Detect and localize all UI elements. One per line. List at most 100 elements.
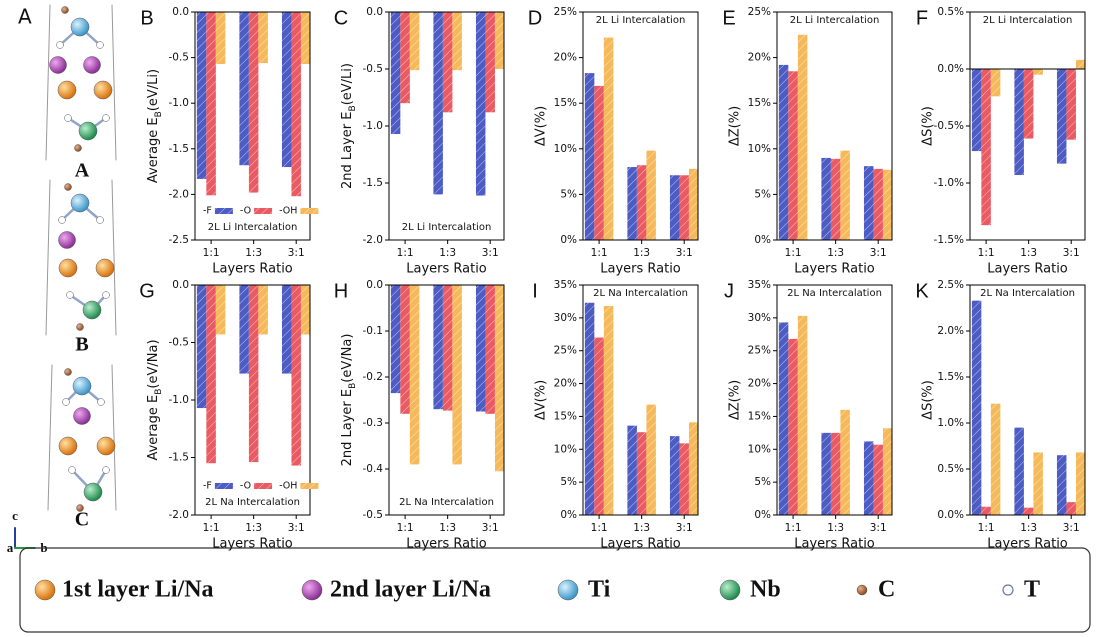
x-tick-label: 1:1 (203, 522, 220, 534)
bar (830, 432, 841, 515)
bar-chart: C 0.0 -0.5 -1.0 -1.5 -2.0 2nd Layer EB(eV/Li) 1… (334, 6, 505, 277)
y-tick-label: 20% (748, 52, 771, 64)
bar-chart: K 0.0% 0.5% 1.0% 1.5% 2.0% 2.5% ΔS(%) 1:1 1:3 3:1 L… (915, 279, 1086, 552)
legend-label: -O (240, 481, 251, 492)
bar (258, 12, 268, 64)
bar (778, 322, 789, 515)
annotation: 2L Li Intercalation (790, 15, 880, 26)
x-tick-label: 1:1 (397, 247, 414, 259)
y-tick-label: -2.0 (363, 234, 384, 246)
bar (797, 315, 808, 515)
x-tick-label: 1:3 (245, 247, 262, 259)
x-tick-label: 1:3 (439, 247, 456, 259)
y-tick-label: 0.5% (937, 463, 964, 475)
bar (442, 12, 453, 113)
y-tick-label: 30% (554, 312, 577, 324)
x-tick-label: 3:1 (1063, 522, 1080, 534)
y-tick-label: -1.0 (363, 120, 384, 132)
legend-swatch (254, 483, 273, 489)
axes-frame (582, 284, 699, 516)
y-tick-label: 0.0 (366, 6, 383, 18)
y-tick-label: -2.5 (169, 234, 190, 246)
y-tick-label: 2.5% (937, 279, 964, 291)
y-axis-label-part: (eV/Li) (146, 69, 161, 111)
annotation: 2L Na Intercalation (593, 288, 688, 299)
bar (594, 337, 604, 515)
bar (215, 285, 226, 335)
y-axis-label-part: (eV/Na) (340, 334, 355, 383)
y-axis-label: 2nd Layer EB(eV/Li) (340, 63, 358, 189)
bar (494, 285, 505, 472)
y-tick-label: 5% (754, 188, 771, 200)
bar (1033, 452, 1043, 515)
bar (679, 175, 689, 240)
bar (485, 285, 495, 414)
y-axis-label-part: B (348, 383, 358, 389)
bar (1066, 69, 1076, 140)
y-tick-label: 20% (554, 52, 577, 64)
y-tick-label: 30% (748, 312, 771, 324)
axes-frame (194, 11, 311, 241)
legend-text: 1st layer Li/Na (62, 577, 214, 603)
structure-label: B (75, 334, 88, 356)
bar (669, 175, 680, 240)
bar (863, 166, 874, 240)
bar (1014, 69, 1024, 176)
bar (778, 64, 789, 240)
panel-label: K (915, 280, 929, 302)
bar-chart: G 0.0 -0.5 -1.0 -1.5 -2.0 Average EB(eV/Na) 1:1… (139, 279, 319, 552)
bar-chart: H 0.0 -0.1 -0.2 -0.3 -0.4 -0.5 2nd Layer EB(eV/… (334, 279, 505, 552)
x-axis-label: Layers Ratio (600, 262, 681, 277)
legend-swatch (300, 208, 319, 214)
y-axis-label-part: Average E (146, 117, 161, 183)
panel-label: F (916, 7, 928, 29)
x-axis-label: Layers Ratio (406, 537, 487, 552)
panel-label: I (532, 280, 538, 302)
y-axis-label: 2nd Layer EB(eV/Na) (340, 334, 358, 467)
bar (300, 12, 311, 64)
y-tick-label: 25% (554, 345, 577, 357)
legend-text: T (1024, 577, 1040, 603)
x-axis-label: Layers Ratio (987, 262, 1068, 277)
annotation: 2L Na Intercalation (399, 497, 494, 508)
bar (584, 73, 595, 240)
bar (990, 69, 1001, 97)
x-tick-label: 3:1 (676, 247, 693, 259)
y-tick-label: 0.5% (937, 6, 964, 18)
bar (409, 12, 420, 71)
y-tick-label: 15% (554, 97, 577, 109)
atom-legend: 1st layer Li/Na 2nd layer Li/Na Ti Nb C … (19, 547, 1091, 633)
bar (636, 432, 647, 515)
panel-label: B (140, 7, 153, 29)
x-tick-label: 1:1 (203, 247, 220, 259)
y-tick-label: -0.5% (934, 120, 964, 132)
y-tick-label: 0.0% (937, 63, 964, 75)
bar (873, 444, 883, 515)
y-tick-label: -1.5% (934, 234, 964, 246)
bar (821, 157, 831, 240)
legend-swatch (300, 483, 319, 489)
x-tick-label: 1:1 (978, 247, 995, 259)
bar (882, 428, 893, 515)
x-tick-label: 1:3 (245, 522, 262, 534)
y-tick-label: -0.5 (363, 63, 384, 75)
y-tick-label: 0.0% (937, 509, 964, 521)
axes-frame (776, 284, 893, 516)
y-axis-label-part: (eV/Na) (146, 339, 161, 388)
bar (1075, 452, 1086, 515)
y-axis-label: ΔS(%) (921, 380, 936, 420)
x-axis-label: Layers Ratio (406, 262, 487, 277)
legend-label: -OH (279, 206, 297, 217)
x-tick-label: 3:1 (870, 247, 887, 259)
bar (646, 150, 656, 240)
x-tick-label: 1:1 (785, 522, 802, 534)
bar (475, 285, 486, 412)
y-tick-label: 0% (560, 234, 577, 246)
bar (669, 436, 680, 515)
panel-label: A (18, 5, 32, 29)
x-tick-label: 3:1 (482, 522, 499, 534)
x-tick-label: 1:3 (439, 522, 456, 534)
bar (971, 69, 982, 152)
